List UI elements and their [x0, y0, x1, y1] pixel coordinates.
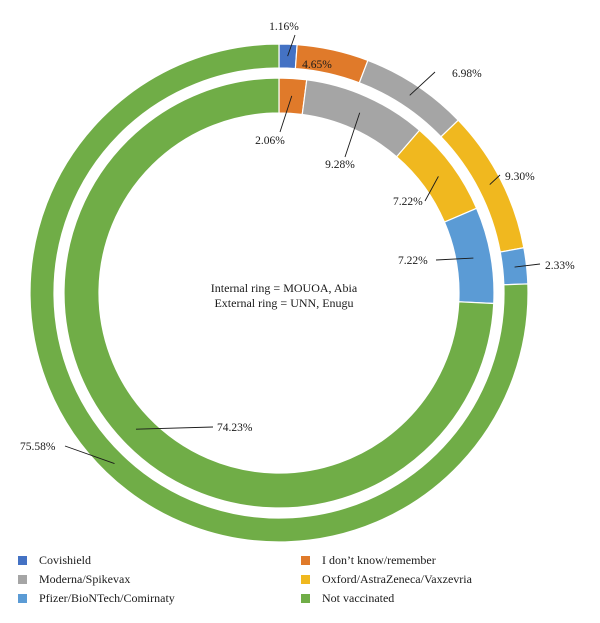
external-leader-line-0	[287, 34, 296, 57]
legend-item: I don’t know/remember	[301, 553, 436, 568]
legend-label: Pfizer/BioNTech/Comirnaty	[39, 591, 175, 605]
internal-leader-line-5	[135, 426, 214, 430]
legend-label: I don’t know/remember	[322, 553, 436, 567]
external-leader-line-2	[409, 71, 436, 96]
internal-leader-line-2	[344, 112, 361, 158]
internal-data-label-4: 7.22%	[398, 255, 428, 267]
internal-leader-line-1	[279, 95, 293, 133]
external-leader-line-5	[64, 445, 115, 465]
external-data-label-0: 1.16%	[269, 21, 299, 33]
external-slice-5	[29, 43, 529, 543]
legend-swatch	[18, 594, 27, 603]
legend-item: Pfizer/BioNTech/Comirnaty	[18, 591, 175, 606]
legend-label: Not vaccinated	[322, 591, 395, 605]
external-data-label-3: 9.30%	[505, 171, 535, 183]
legend-label: Covishield	[39, 553, 92, 567]
double-donut-chart: 1.16% 4.65% 6.98% 9.30% 2.33% 75.58% 2.06% 9.28…	[20, 21, 575, 543]
internal-data-label-3: 7.22%	[393, 196, 423, 208]
legend-item: Moderna/Spikevax	[18, 572, 130, 587]
external-data-label-2: 6.98%	[452, 68, 482, 80]
data-labels: 1.16% 4.65% 6.98% 9.30% 2.33% 75.58% 2.06% 9.28…	[20, 21, 575, 453]
external-data-label-1: 4.65%	[302, 59, 332, 71]
legend-item: Oxford/AstraZeneca/Vaxzevria	[301, 572, 472, 587]
legend-label: Moderna/Spikevax	[39, 572, 131, 586]
external-leader-line-4	[514, 263, 541, 268]
internal-leader-line-4	[435, 257, 474, 261]
legend-swatch	[301, 556, 310, 565]
leader-lines	[64, 34, 541, 465]
center-text-internal: Internal ring = MOUOA, Abia	[211, 281, 358, 295]
internal-slice-5	[63, 77, 495, 509]
center-text-external: External ring = UNN, Enugu	[214, 296, 353, 310]
internal-leader-line-3	[424, 176, 439, 202]
legend-swatch	[301, 594, 310, 603]
legend-item: Covishield	[18, 553, 91, 568]
legend-swatch	[18, 575, 27, 584]
rings	[29, 43, 529, 543]
legend-swatch	[301, 575, 310, 584]
external-data-label-4: 2.33%	[545, 260, 575, 272]
internal-data-label-2: 9.28%	[325, 159, 355, 171]
legend-swatch	[18, 556, 27, 565]
internal-data-label-5: 74.23%	[217, 422, 253, 434]
external-leader-line-3	[489, 174, 501, 185]
external-slice-0	[278, 43, 298, 70]
legend-label: Oxford/AstraZeneca/Vaxzevria	[322, 572, 472, 586]
internal-data-label-1: 2.06%	[255, 135, 285, 147]
legend-item: Not vaccinated	[301, 591, 394, 606]
external-data-label-5: 75.58%	[20, 441, 56, 453]
internal-slice-4	[443, 207, 495, 305]
